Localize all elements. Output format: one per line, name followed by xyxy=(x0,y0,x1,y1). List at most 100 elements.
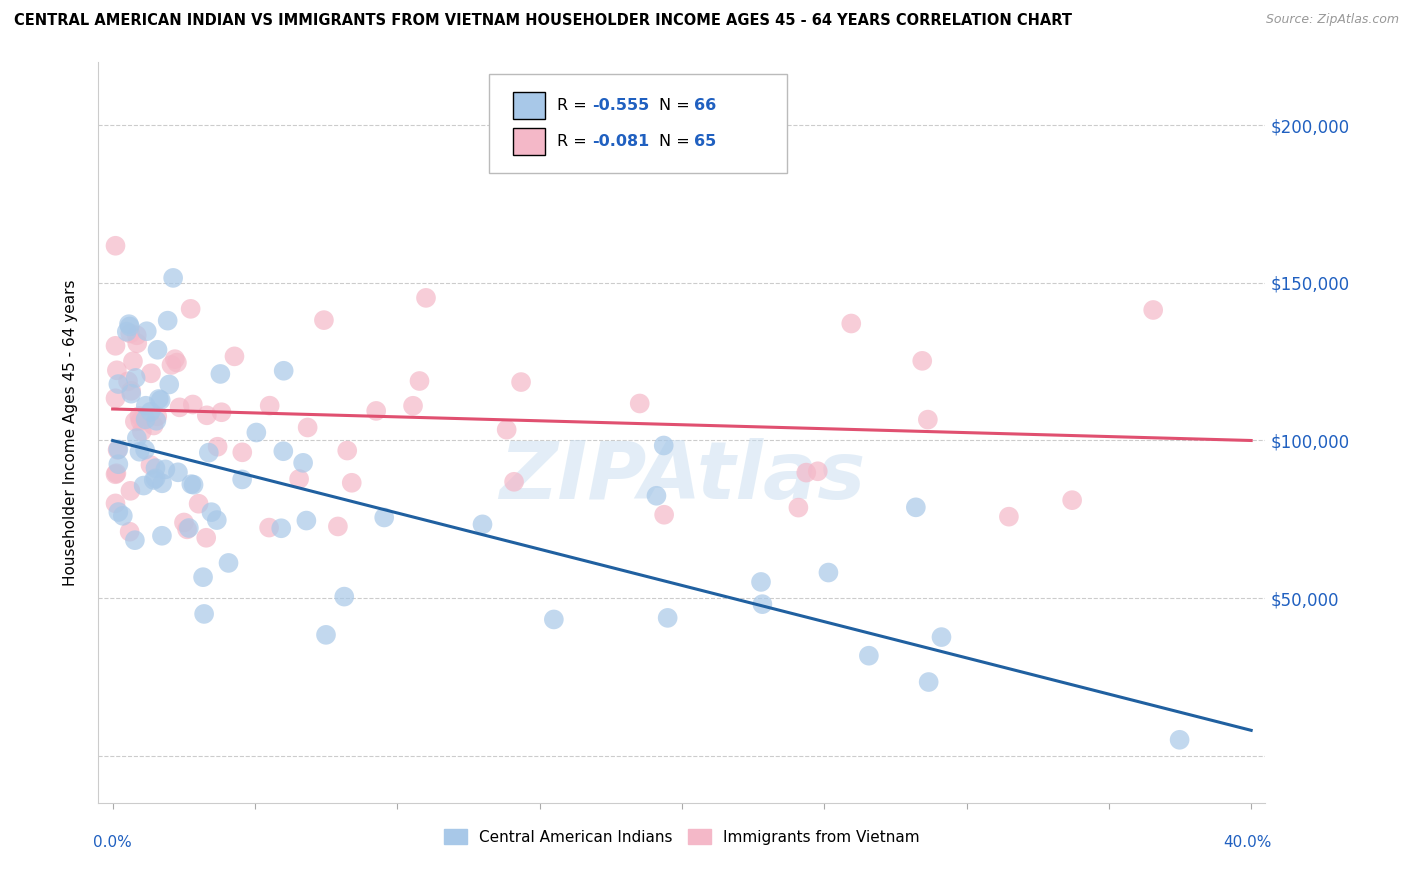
Point xyxy=(297,420,319,434)
Point xyxy=(115,325,138,339)
Point xyxy=(166,355,188,369)
Point xyxy=(107,442,129,457)
Point xyxy=(273,364,295,378)
Point xyxy=(131,425,153,439)
Point xyxy=(120,384,142,398)
Point xyxy=(156,313,179,327)
Point xyxy=(315,628,337,642)
Point xyxy=(817,566,839,580)
Point xyxy=(180,477,202,491)
Point xyxy=(120,483,142,498)
Point xyxy=(218,556,240,570)
Point xyxy=(118,319,141,334)
Point xyxy=(104,496,127,510)
Point xyxy=(145,471,167,485)
Point xyxy=(1142,303,1164,318)
Point xyxy=(288,472,311,486)
Point xyxy=(118,317,141,331)
Point xyxy=(292,456,315,470)
Point xyxy=(128,444,150,458)
Point xyxy=(749,574,772,589)
Point xyxy=(326,519,349,533)
Point xyxy=(295,514,318,528)
Point xyxy=(183,477,205,491)
Point xyxy=(931,630,953,644)
Point xyxy=(142,473,165,487)
Point xyxy=(415,291,437,305)
Point xyxy=(257,520,280,534)
Point xyxy=(120,326,142,341)
Point xyxy=(366,404,388,418)
Point xyxy=(336,443,359,458)
Point xyxy=(125,431,148,445)
Point xyxy=(209,367,232,381)
Point xyxy=(807,464,830,478)
Point xyxy=(163,352,186,367)
Point xyxy=(1062,493,1084,508)
Point xyxy=(132,478,155,492)
Point xyxy=(118,524,141,539)
Point xyxy=(270,521,292,535)
Point xyxy=(124,533,146,548)
Point xyxy=(127,336,149,351)
Point xyxy=(122,354,145,368)
Point xyxy=(149,392,172,407)
Point xyxy=(918,675,941,690)
Point xyxy=(124,415,146,429)
Point xyxy=(111,508,134,523)
Text: -0.555: -0.555 xyxy=(592,98,650,113)
Point xyxy=(340,475,363,490)
Point xyxy=(911,354,934,368)
Point xyxy=(150,529,173,543)
Point xyxy=(162,271,184,285)
Point xyxy=(150,476,173,491)
Point xyxy=(146,343,169,357)
Text: R =: R = xyxy=(557,98,592,113)
Point xyxy=(139,405,162,419)
Point xyxy=(169,401,191,415)
Point xyxy=(139,458,162,472)
Point xyxy=(160,358,183,372)
Text: 65: 65 xyxy=(693,134,716,149)
Point xyxy=(211,405,233,419)
Point xyxy=(205,513,228,527)
Point xyxy=(373,510,395,524)
Point xyxy=(187,497,209,511)
Point xyxy=(135,412,157,426)
Point xyxy=(128,409,150,423)
Point xyxy=(107,457,129,471)
Point xyxy=(904,500,927,515)
Point xyxy=(148,392,170,406)
Point xyxy=(245,425,267,440)
Point xyxy=(207,440,229,454)
Point xyxy=(117,374,139,388)
Point xyxy=(839,317,862,331)
Point xyxy=(333,590,356,604)
Point xyxy=(917,412,939,426)
Point xyxy=(787,500,810,515)
Point xyxy=(652,438,675,452)
Point xyxy=(135,324,157,338)
Point xyxy=(271,444,294,458)
Point xyxy=(193,607,215,621)
Point xyxy=(858,648,880,663)
Point xyxy=(231,472,253,486)
Point xyxy=(259,399,281,413)
Point xyxy=(107,505,129,519)
Point xyxy=(105,467,128,481)
Point xyxy=(231,445,253,459)
Point xyxy=(751,597,773,611)
Point xyxy=(104,392,127,406)
Point xyxy=(129,414,152,428)
Point xyxy=(200,505,222,519)
Point xyxy=(195,531,218,545)
Point xyxy=(124,371,146,385)
Point xyxy=(134,442,156,457)
Point xyxy=(107,442,129,457)
Text: 40.0%: 40.0% xyxy=(1223,835,1271,850)
Point xyxy=(145,461,167,475)
Point xyxy=(125,328,148,343)
Point xyxy=(224,350,246,364)
Point xyxy=(794,466,817,480)
Point xyxy=(408,374,430,388)
